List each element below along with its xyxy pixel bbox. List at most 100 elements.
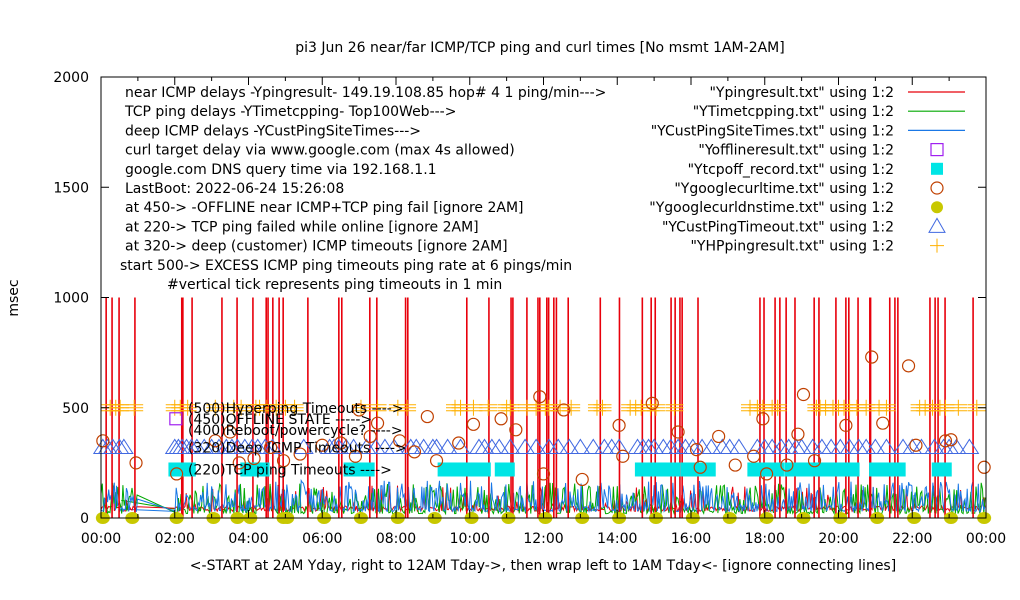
legend-filled-square-swatch [931, 162, 943, 175]
curl-time-marker [420, 409, 434, 424]
curl-time-marker [689, 443, 704, 457]
hyperping-marker [464, 399, 483, 416]
y-axis-label: msec [6, 279, 22, 316]
curl-time-marker [807, 454, 822, 468]
cust-timeout-marker [583, 438, 604, 454]
annotation-label: (500)Hyperping Timeouts ----> [188, 401, 404, 417]
hyperping-marker [527, 399, 546, 416]
tcpoff-marker [747, 462, 768, 477]
curl-time-marker [348, 449, 363, 463]
curl-time-marker [363, 429, 377, 444]
hyperping-marker [768, 399, 787, 416]
hyperping-marker [267, 399, 286, 416]
annotation-label: (320)Deep ICMP Timeouts ----> [188, 440, 407, 456]
info-line: at 450-> -OFFLINE near ICMP+TCP ping fai… [125, 200, 524, 216]
tcpoff-marker [799, 462, 819, 477]
curl-time-marker [712, 429, 726, 444]
legend-label: "Ypingresult.txt" using 1:2 [709, 85, 894, 101]
cust-timeout-marker [865, 438, 886, 454]
legend-open-square-swatch [930, 143, 944, 157]
info-text-layer: (500)Hyperping Timeouts ---->(450)OFFLIN… [120, 85, 606, 478]
x-tick-label: 08:00 [376, 531, 416, 547]
x-tick-label: 14:00 [597, 531, 637, 547]
legend-label: "YCustPingSiteTimes.txt" using 1:2 [651, 123, 894, 139]
curl-time-marker [671, 425, 685, 439]
curl-time-marker [169, 467, 184, 481]
curl-time-marker [977, 460, 991, 474]
cust-timeout-marker [426, 438, 447, 454]
legend-label: "Yofflineresult.txt" using 1:2 [698, 143, 894, 159]
cust-timeout-marker [489, 438, 510, 454]
tcpoff-marker [931, 462, 952, 477]
info-line: start 500-> EXCESS ICMP ping timeouts pi… [120, 258, 572, 274]
curl-time-marker [264, 440, 278, 455]
x-axis-label: <-START at 2AM Yday, right to 12AM Tday-… [190, 558, 896, 574]
offline-marker [169, 412, 183, 426]
curl-time-marker [293, 447, 307, 461]
cust-timeout-marker [876, 438, 897, 454]
cust-timeout-marker [515, 438, 535, 454]
legend-plus-swatch [930, 238, 944, 253]
hyperping-marker [847, 399, 866, 416]
hyperping-marker [967, 399, 986, 416]
info-line: at 220-> TCP ping failed while online [i… [125, 219, 479, 235]
curl-time-marker [865, 350, 879, 364]
hyperping-marker [368, 399, 387, 416]
hyperping-marker [351, 399, 370, 416]
curl-time-marker [129, 456, 143, 470]
x-tick-label: 00:00 [966, 531, 1006, 547]
legend-filled-circle-swatch [931, 201, 943, 214]
legend-label: "Ytcpoff_record.txt" using 1:2 [688, 162, 894, 178]
chart-title: pi3 Jun 26 near/far ICMP/TCP ping and cu… [295, 40, 784, 56]
curl-time-marker [452, 436, 466, 450]
cust-timeout-marker [293, 438, 314, 454]
curl-time-marker [796, 387, 811, 402]
cust-timeout-marker [450, 438, 471, 454]
hyperping-marker [501, 399, 520, 416]
curl-time-marker [370, 416, 385, 430]
y-tick-label: 0 [80, 511, 89, 527]
cust-timeout-marker [946, 438, 967, 454]
curl-time-marker [616, 449, 630, 463]
info-line: at 320-> deep (customer) ICMP timeouts [… [125, 239, 508, 255]
x-tick-label: 20:00 [818, 531, 858, 547]
axes-layer: 0 500 1000 1500 2000 00:00 02:00 04:00 06:00 08:0… [53, 70, 1006, 547]
hyperping-marker [753, 399, 772, 416]
cust-timeout-marker [911, 438, 932, 454]
curl-time-marker [466, 417, 481, 431]
hyperping-marker [593, 399, 612, 416]
x-tick-label: 02:00 [155, 531, 195, 547]
hyperping-marker [517, 399, 536, 416]
hyperping-marker [857, 399, 876, 416]
tcpoff-marker [354, 462, 375, 477]
legend: "Ypingresult.txt" using 1:2 "YTimetcpping… [649, 85, 965, 255]
x-tick-label: 04:00 [228, 531, 268, 547]
curl-time-marker [728, 458, 742, 472]
legend-label: "YHPpingresult.txt" using 1:2 [690, 239, 894, 255]
curl-time-marker [223, 425, 237, 439]
curl-time-marker [536, 467, 551, 481]
hyperping-marker [540, 399, 559, 416]
cust-timeout-marker [526, 438, 547, 454]
curl-time-marker [208, 434, 222, 448]
curl-time-marker [791, 427, 805, 441]
x-tick-label: 06:00 [302, 531, 342, 547]
x-tick-label: 00:00 [81, 531, 121, 547]
hyperping-marker [398, 399, 417, 416]
hyperping-marker [562, 399, 581, 416]
annotation-label: (450)OFFLINE STATE -----> [188, 412, 372, 428]
curl-time-marker [509, 423, 523, 437]
curl-time-marker [693, 460, 707, 474]
plot-data-layer [92, 297, 992, 524]
curl-time-marker [393, 434, 407, 448]
hyperping-marker [632, 399, 651, 416]
cust-timeout-marker [570, 438, 591, 454]
hyperping-marker [479, 399, 498, 416]
tcpoff-marker [494, 462, 515, 477]
legend-open-circle-swatch [930, 181, 944, 195]
legend-label: "YTimetcpping.txt" using 1:2 [693, 104, 894, 120]
curl-time-marker [938, 434, 953, 448]
hyperping-marker [551, 399, 570, 416]
curl-time-marker [494, 412, 508, 426]
info-line: LastBoot: 2022-06-24 15:26:08 [125, 181, 344, 197]
